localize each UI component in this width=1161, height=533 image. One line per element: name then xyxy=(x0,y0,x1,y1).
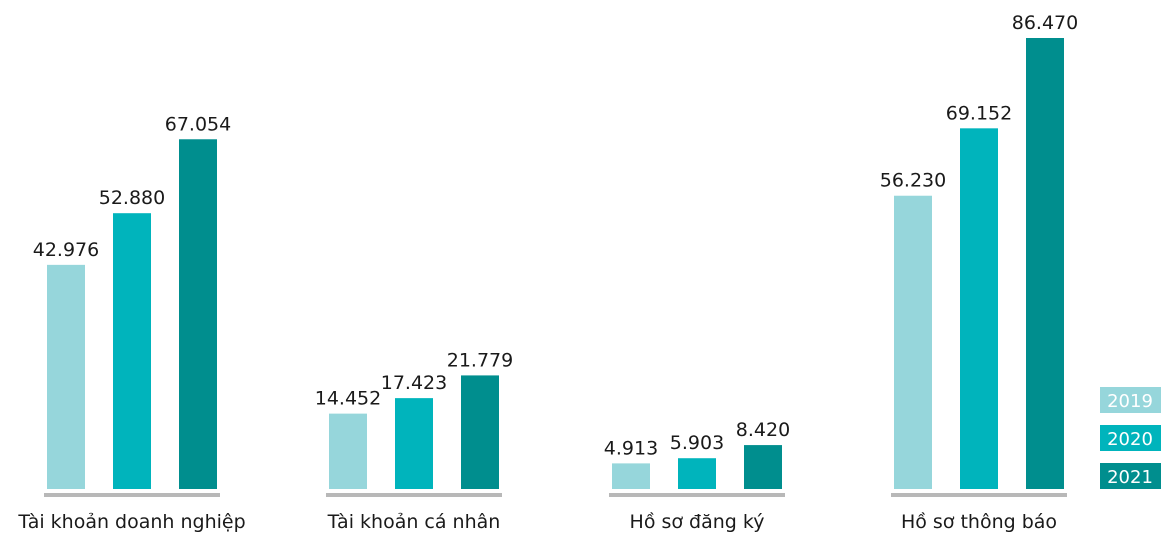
legend-label: 2019 xyxy=(1107,391,1153,412)
value-label: 4.913 xyxy=(604,437,658,459)
bar xyxy=(179,139,217,489)
value-label: 67.054 xyxy=(165,113,231,135)
legend-swatch xyxy=(1100,387,1161,413)
legend-label: 2020 xyxy=(1107,429,1153,450)
value-label: 5.903 xyxy=(670,432,724,454)
value-label: 86.470 xyxy=(1012,12,1078,34)
value-label: 42.976 xyxy=(33,239,99,261)
bar xyxy=(113,213,151,489)
category-label: Tài khoản cá nhân xyxy=(327,511,501,533)
category-label: Hồ sơ đăng ký xyxy=(630,511,765,533)
bar xyxy=(461,375,499,489)
bar xyxy=(395,398,433,489)
bar xyxy=(744,445,782,489)
value-label: 14.452 xyxy=(315,388,381,410)
category-label: Tài khoản doanh nghiệp xyxy=(17,511,245,533)
bar xyxy=(329,413,367,489)
value-label: 56.230 xyxy=(880,170,946,192)
bar xyxy=(960,128,998,489)
bar xyxy=(1026,38,1064,489)
value-label: 21.779 xyxy=(447,349,513,371)
legend-swatch xyxy=(1100,463,1161,489)
value-label: 17.423 xyxy=(381,372,447,394)
bar xyxy=(894,195,932,489)
category-label: Hồ sơ thông báo xyxy=(901,511,1057,533)
legend-label: 2021 xyxy=(1107,467,1153,488)
bar xyxy=(678,458,716,489)
value-label: 52.880 xyxy=(99,187,165,209)
bar xyxy=(47,264,85,489)
value-label: 69.152 xyxy=(946,102,1012,124)
value-label: 8.420 xyxy=(736,419,790,441)
bar xyxy=(612,463,650,489)
legend-swatch xyxy=(1100,425,1161,451)
